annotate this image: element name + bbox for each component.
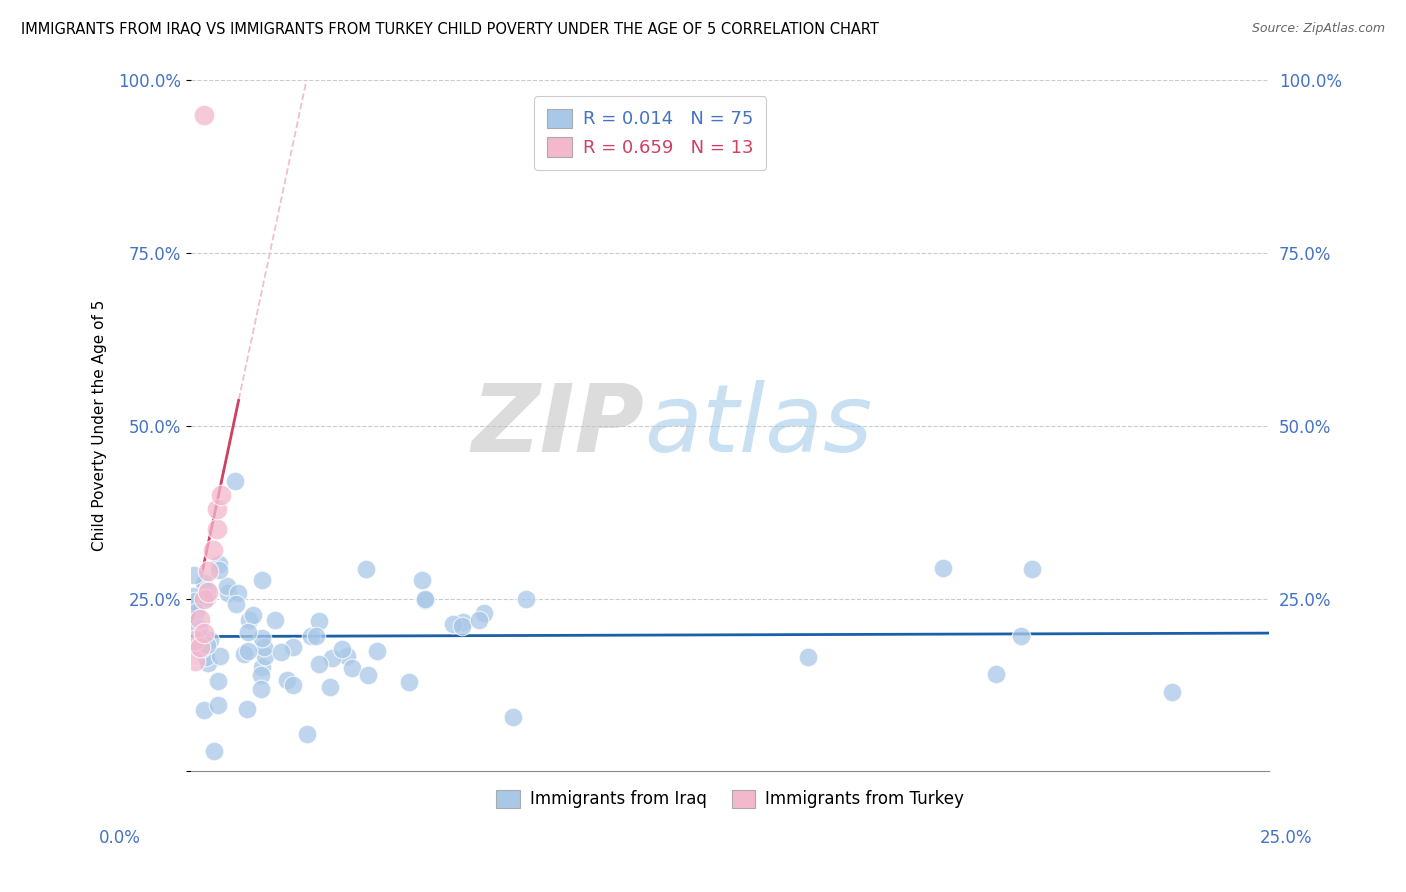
Point (797, 649, 820, 664)
Point (224, 474, 246, 488)
Point (340, 661, 363, 675)
Point (413, 593, 436, 607)
Text: IMMIGRANTS FROM IRAQ VS IMMIGRANTS FROM TURKEY CHILD POVERTY UNDER THE AGE OF 5 : IMMIGRANTS FROM IRAQ VS IMMIGRANTS FROM … (21, 22, 879, 37)
Point (190, 642, 212, 657)
Text: 0.0%: 0.0% (98, 829, 141, 847)
Text: 25.0%: 25.0% (1260, 829, 1313, 847)
Point (252, 573, 274, 587)
Point (336, 649, 359, 664)
Text: Source: ZipAtlas.com: Source: ZipAtlas.com (1251, 22, 1385, 36)
Point (236, 643, 259, 657)
Point (209, 488, 232, 502)
Point (202, 744, 225, 758)
Point (468, 613, 491, 627)
Point (283, 678, 305, 692)
Point (201, 543, 224, 558)
Text: ZIP: ZIP (471, 380, 644, 472)
Point (184, 654, 207, 668)
Point (215, 579, 238, 593)
Text: atlas: atlas (644, 380, 872, 471)
Point (193, 576, 215, 591)
Point (253, 640, 276, 654)
Point (474, 607, 496, 621)
Point (186, 606, 208, 620)
Point (197, 584, 219, 599)
Point (283, 640, 305, 654)
Point (195, 638, 218, 652)
Point (357, 668, 380, 682)
Point (197, 656, 219, 670)
Point (299, 629, 322, 643)
Point (207, 674, 229, 689)
Point (515, 592, 537, 607)
Point (451, 615, 474, 629)
Point (451, 619, 474, 633)
Point (295, 727, 318, 741)
Point (319, 680, 342, 694)
Point (264, 613, 287, 627)
Point (366, 643, 388, 657)
Point (225, 597, 247, 611)
Point (270, 644, 292, 658)
Point (233, 648, 256, 662)
Point (208, 563, 231, 577)
Legend: Immigrants from Iraq, Immigrants from Turkey: Immigrants from Iraq, Immigrants from Tu… (489, 783, 970, 815)
Point (986, 666, 1008, 681)
Point (198, 633, 221, 648)
Point (276, 673, 298, 687)
Point (502, 710, 524, 724)
Point (931, 561, 953, 575)
Point (250, 668, 273, 682)
Point (188, 612, 211, 626)
Point (250, 681, 273, 696)
Point (181, 589, 204, 603)
Point (184, 638, 207, 652)
Point (193, 591, 215, 606)
Point (1161, 684, 1184, 698)
Point (209, 648, 232, 663)
Point (1010, 630, 1032, 644)
Point (195, 582, 218, 597)
Point (188, 621, 211, 635)
Point (305, 629, 328, 643)
Point (183, 568, 205, 582)
Point (236, 624, 259, 639)
Point (321, 650, 343, 665)
Point (193, 626, 215, 640)
Point (242, 607, 264, 622)
Point (411, 574, 433, 588)
Point (398, 675, 420, 690)
Point (191, 632, 214, 647)
Point (194, 650, 217, 665)
Point (308, 615, 330, 629)
Point (205, 501, 228, 516)
Point (330, 642, 353, 657)
Point (413, 592, 436, 607)
Point (354, 561, 377, 575)
Point (236, 702, 259, 716)
Point (208, 558, 231, 572)
Point (188, 640, 211, 654)
Point (1021, 562, 1043, 576)
Point (250, 631, 273, 645)
Point (195, 591, 218, 606)
Y-axis label: Child Poverty Under the Age of 5: Child Poverty Under the Age of 5 (93, 300, 107, 551)
Point (193, 107, 215, 121)
Point (441, 617, 464, 632)
Point (197, 564, 219, 578)
Point (217, 586, 239, 600)
Point (193, 703, 215, 717)
Point (205, 522, 228, 536)
Point (184, 593, 207, 607)
Point (207, 698, 229, 713)
Point (238, 613, 260, 627)
Point (228, 586, 250, 600)
Point (250, 660, 273, 674)
Point (308, 657, 330, 672)
Point (184, 633, 207, 648)
Point (253, 648, 276, 663)
